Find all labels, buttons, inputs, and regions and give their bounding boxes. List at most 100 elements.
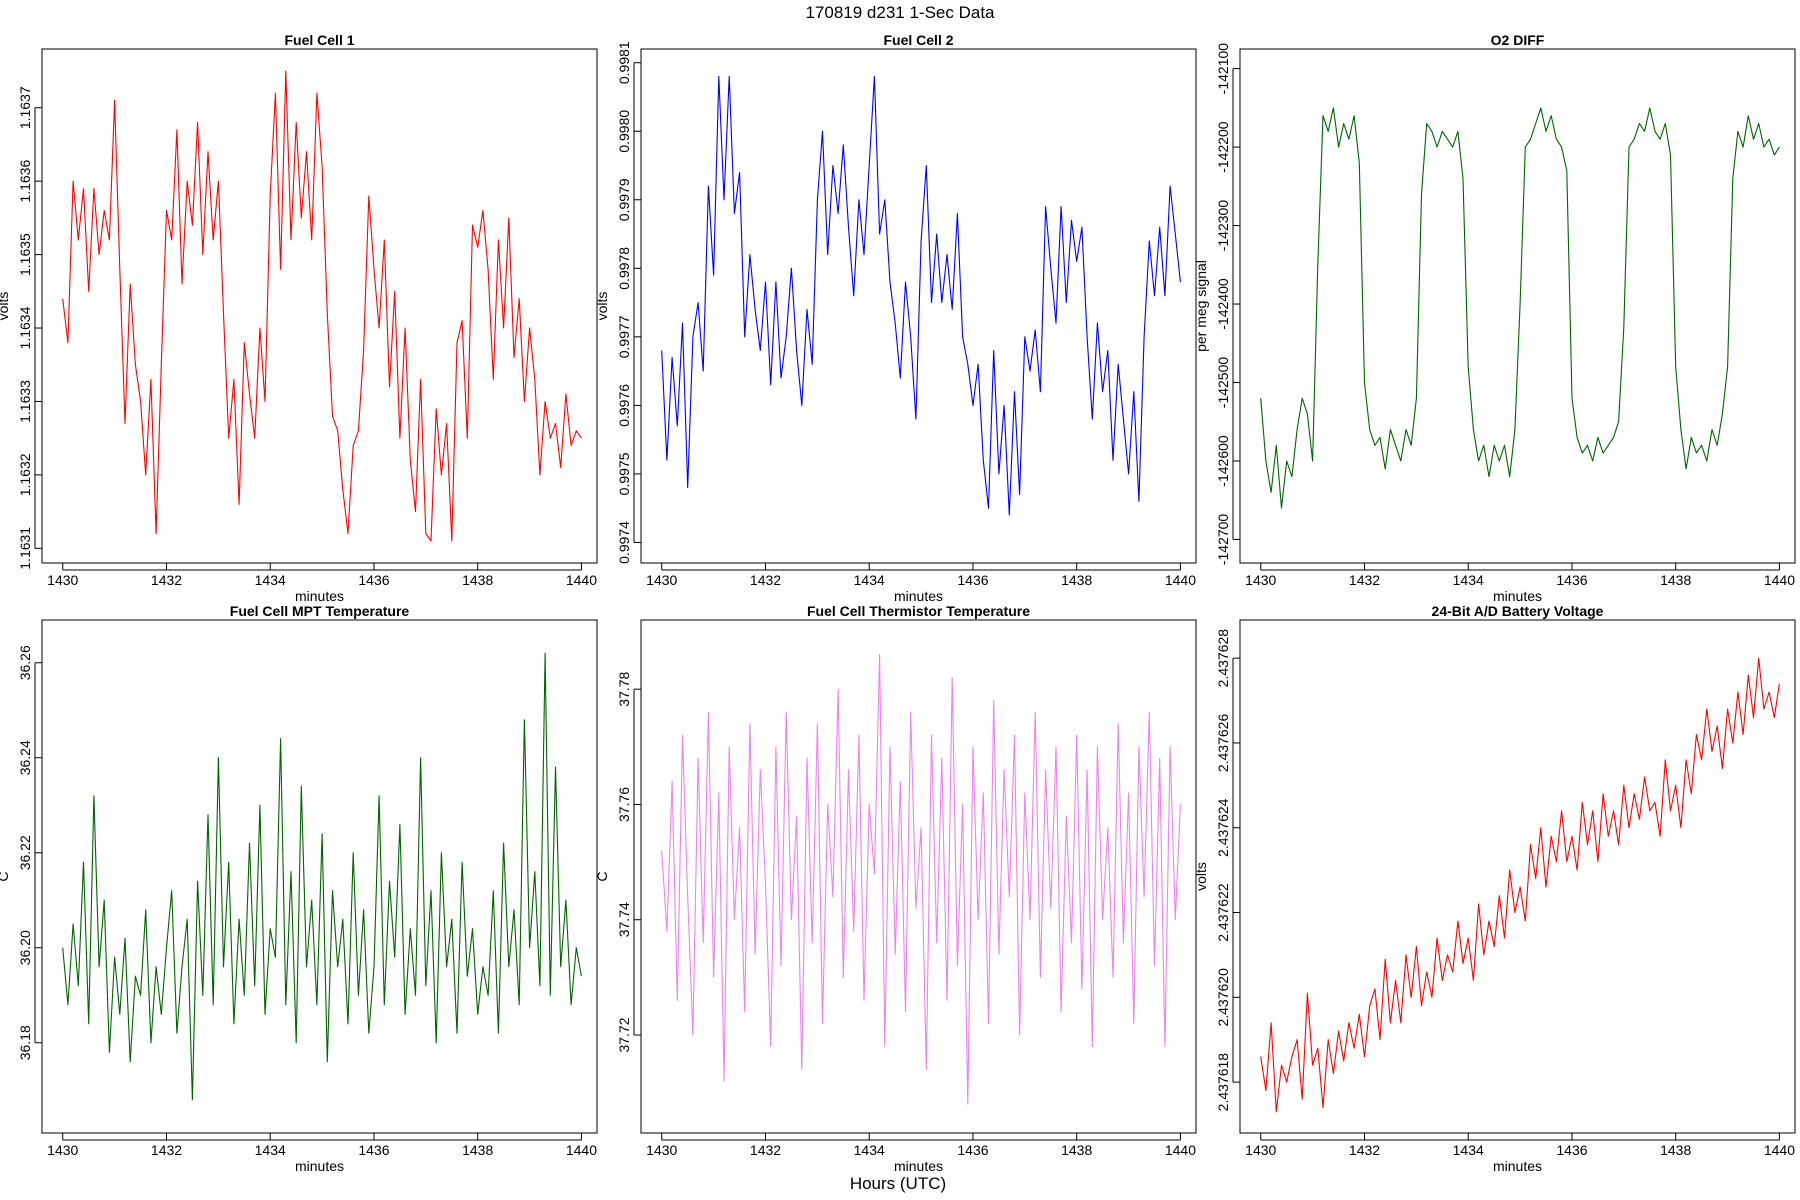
y-tick-label: -142500: [1215, 357, 1231, 409]
series-line: [661, 75, 1181, 516]
series-line: [62, 70, 582, 542]
figure-x-label: Hours (UTC): [850, 1174, 946, 1193]
y-tick-label: 0.9979: [616, 178, 632, 221]
x-tick-label: 1440: [566, 572, 597, 588]
x-tick-label: 1430: [646, 572, 677, 588]
x-tick-label: 1432: [750, 1142, 781, 1158]
x-axis-label: minutes: [1493, 588, 1542, 604]
figure-title: 170819 d231 1-Sec Data: [805, 3, 995, 22]
y-tick-label: -142700: [1215, 514, 1231, 566]
x-tick-label: 1430: [47, 1142, 78, 1158]
y-axis-label: C: [0, 871, 11, 881]
x-tick-label: 1430: [47, 572, 78, 588]
x-tick-label: 1432: [151, 572, 182, 588]
x-tick-label: 1438: [1061, 1142, 1092, 1158]
chart-panels: Fuel Cell 1 1430 1432 1434 1436 1438 1440 minut…: [0, 32, 1796, 1174]
series-line: [661, 654, 1181, 1105]
plot-frame: [640, 619, 1197, 1134]
x-tick-label: 1432: [1349, 1142, 1380, 1158]
x-tick-label: 1440: [1165, 572, 1196, 588]
plot-frame: [41, 619, 598, 1134]
x-axis-label: minutes: [295, 1158, 344, 1174]
x-tick-label: 1432: [1349, 572, 1380, 588]
plot-frame: [41, 48, 598, 564]
y-tick-label: -142300: [1215, 200, 1231, 252]
y-tick-label: 2.437620: [1215, 968, 1231, 1027]
x-axis-label: minutes: [295, 588, 344, 604]
y-tick-label: 1.1633: [17, 380, 33, 423]
chart-title: 24-Bit A/D Battery Voltage: [1432, 603, 1604, 619]
y-axis-label: per meg signal: [1193, 260, 1209, 352]
x-tick-label: 1434: [854, 572, 885, 588]
chart-panel-4: Fuel Cell MPT Temperature 1430 1432 1434 143…: [0, 603, 598, 1174]
x-tick-label: 1436: [957, 1142, 988, 1158]
y-tick-label: 36.26: [17, 645, 33, 680]
series-line: [1260, 107, 1780, 509]
x-tick-label: 1434: [255, 572, 286, 588]
x-tick-label: 1440: [566, 1142, 597, 1158]
x-tick-label: 1436: [358, 1142, 389, 1158]
x-tick-label: 1434: [1453, 572, 1484, 588]
plot-frame: [1239, 619, 1796, 1134]
x-tick-label: 1434: [1453, 1142, 1484, 1158]
chart-title: Fuel Cell 1: [284, 32, 354, 48]
y-axis-label: volts: [0, 292, 11, 321]
x-tick-label: 1432: [750, 572, 781, 588]
series-line: [1260, 657, 1780, 1113]
y-tick-label: 1.1634: [17, 306, 33, 349]
y-tick-label: -142600: [1215, 435, 1231, 487]
y-tick-label: 36.24: [17, 740, 33, 775]
y-tick-label: 37.76: [616, 787, 632, 822]
chart-panel-6: 24-Bit A/D Battery Voltage 1430 1432 1434 14…: [1193, 603, 1796, 1174]
plot-frame: [640, 48, 1197, 564]
x-tick-label: 1430: [646, 1142, 677, 1158]
chart-panel-5: Fuel Cell Thermistor Temperature 1430 1432…: [594, 603, 1197, 1174]
chart-title: Fuel Cell Thermistor Temperature: [807, 603, 1030, 619]
y-tick-label: 36.20: [17, 930, 33, 965]
y-tick-label: 1.1636: [17, 160, 33, 203]
chart-panel-2: Fuel Cell 2 1430 1432 1434 1436 1438 1440 minut…: [594, 32, 1197, 604]
x-axis-label: minutes: [894, 588, 943, 604]
y-axis-label: volts: [1193, 862, 1209, 891]
y-tick-label: -142400: [1215, 278, 1231, 330]
y-tick-label: 0.9981: [616, 41, 632, 84]
y-tick-label: 0.9977: [616, 315, 632, 358]
y-tick-label: 36.18: [17, 1025, 33, 1060]
y-tick-label: 1.1637: [17, 86, 33, 129]
y-tick-label: 2.437624: [1215, 798, 1231, 857]
y-tick-label: 1.1631: [17, 527, 33, 570]
x-tick-label: 1434: [854, 1142, 885, 1158]
x-tick-label: 1438: [462, 572, 493, 588]
y-tick-label: 36.22: [17, 835, 33, 870]
plot-frame: [1239, 48, 1796, 564]
x-tick-label: 1438: [462, 1142, 493, 1158]
y-tick-label: 37.72: [616, 1017, 632, 1052]
y-tick-label: 0.9975: [616, 452, 632, 495]
y-tick-label: 2.437626: [1215, 714, 1231, 773]
y-tick-label: 1.1635: [17, 233, 33, 276]
y-axis-label: C: [594, 871, 610, 881]
chart-panel-1: Fuel Cell 1 1430 1432 1434 1436 1438 1440 minut…: [0, 32, 598, 604]
chart-title: Fuel Cell MPT Temperature: [230, 603, 410, 619]
x-axis-label: minutes: [894, 1158, 943, 1174]
y-tick-label: 0.9976: [616, 384, 632, 427]
x-axis-label: minutes: [1493, 1158, 1542, 1174]
x-tick-label: 1430: [1245, 572, 1276, 588]
y-tick-label: 0.9978: [616, 247, 632, 290]
y-tick-label: 1.1632: [17, 453, 33, 496]
x-tick-label: 1440: [1764, 1142, 1795, 1158]
y-tick-label: 2.437618: [1215, 1053, 1231, 1112]
y-tick-label: 0.9974: [616, 521, 632, 564]
chart-title: O2 DIFF: [1491, 32, 1545, 48]
y-tick-label: 2.437622: [1215, 883, 1231, 942]
chart-panel-3: O2 DIFF 1430 1432 1434 1436 1438 1440 minutes -1…: [1193, 32, 1796, 604]
y-tick-label: 37.74: [616, 902, 632, 937]
x-tick-label: 1438: [1061, 572, 1092, 588]
y-axis-label: volts: [594, 292, 610, 321]
x-tick-label: 1436: [957, 572, 988, 588]
x-tick-label: 1434: [255, 1142, 286, 1158]
x-tick-label: 1436: [358, 572, 389, 588]
x-tick-label: 1432: [151, 1142, 182, 1158]
series-line: [62, 652, 582, 1101]
